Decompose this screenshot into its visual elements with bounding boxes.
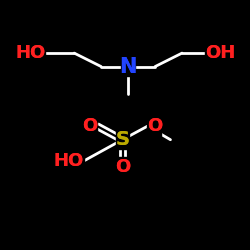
Text: N: N bbox=[120, 56, 137, 76]
Text: OH: OH bbox=[205, 44, 236, 62]
Bar bbox=[116, 130, 129, 149]
Bar bbox=[22, 44, 45, 63]
Bar bbox=[148, 116, 161, 136]
Text: O: O bbox=[148, 117, 162, 135]
Text: HO: HO bbox=[54, 152, 84, 170]
Bar bbox=[122, 57, 135, 76]
Text: OH: OH bbox=[205, 44, 236, 62]
Text: S: S bbox=[115, 130, 129, 149]
Text: O: O bbox=[82, 117, 97, 135]
Text: HO: HO bbox=[15, 44, 45, 62]
Text: O: O bbox=[115, 158, 130, 176]
Text: HO: HO bbox=[54, 152, 84, 170]
Text: O: O bbox=[115, 158, 130, 176]
Text: O: O bbox=[82, 117, 97, 135]
Bar bbox=[61, 151, 84, 171]
Bar bbox=[116, 157, 129, 176]
Text: N: N bbox=[120, 56, 137, 76]
Text: HO: HO bbox=[15, 44, 45, 62]
Bar bbox=[205, 44, 228, 63]
Bar bbox=[84, 116, 97, 136]
Text: O: O bbox=[148, 117, 162, 135]
Text: S: S bbox=[115, 130, 129, 149]
